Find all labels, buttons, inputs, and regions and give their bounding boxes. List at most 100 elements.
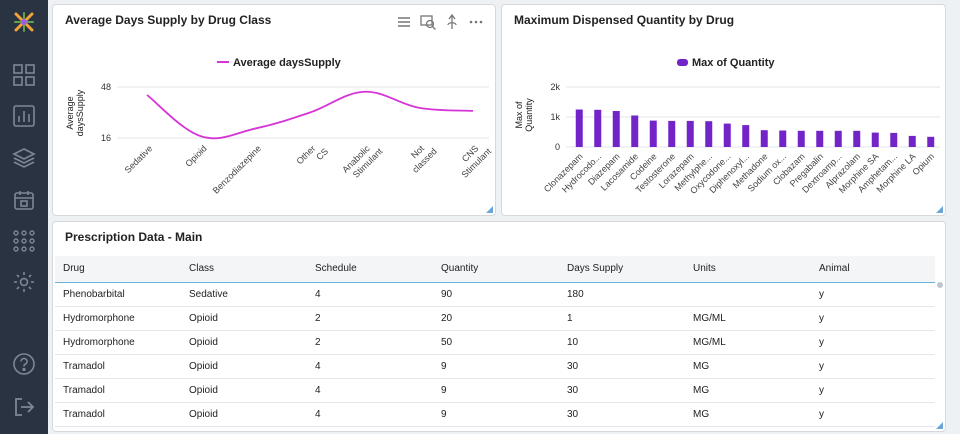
- table-row[interactable]: Phenobarbital Sedative 4 90 180 y: [55, 282, 935, 307]
- pan-icon[interactable]: [443, 13, 461, 31]
- bar: [871, 132, 879, 147]
- column-header-drug[interactable]: Drug: [63, 263, 85, 275]
- bar: [668, 120, 676, 147]
- table-cell: Sedative: [181, 282, 307, 307]
- table-cell: y: [811, 330, 935, 355]
- table-row[interactable]: Tramadol Opioid 4 9 30 MG y: [55, 354, 935, 379]
- bar: [575, 109, 583, 147]
- bar: [723, 123, 731, 147]
- x-tick-label: CNSStimulant: [452, 138, 494, 180]
- chart-toolbar: [395, 13, 485, 31]
- table-cell: Tramadol: [55, 378, 181, 403]
- table-row[interactable]: Tramadol Opioid 4 9 30 MG y: [55, 402, 935, 427]
- table-cell: 30: [559, 378, 685, 403]
- table-cell: Tramadol: [55, 402, 181, 427]
- column-header-class[interactable]: Class: [189, 263, 215, 275]
- table-cell: Phenobarbital: [55, 282, 181, 307]
- bar: [834, 130, 842, 147]
- line-chart: Average daysSupply 48 16 Average daysSupply S…: [65, 57, 494, 196]
- table-cell: y: [811, 306, 935, 331]
- column-header-animal[interactable]: Animal: [819, 263, 850, 275]
- table-cell: 180: [559, 282, 685, 307]
- table-cell: Hydromorphone: [55, 306, 181, 331]
- table-cell: Hydromorphone: [55, 330, 181, 355]
- bar: [594, 109, 602, 147]
- data-table: Drug Class Schedule Quantity Days Supply…: [55, 256, 935, 427]
- table-header-row: Drug Class Schedule Quantity Days Supply…: [55, 256, 935, 282]
- table-cell: 30: [559, 354, 685, 379]
- layers-icon[interactable]: [12, 146, 36, 170]
- table-cell: 10: [559, 330, 685, 355]
- x-tick-label: OtherCS: [294, 138, 330, 174]
- resize-handle-icon[interactable]: [936, 206, 943, 213]
- bar: [686, 120, 694, 147]
- table-cell: 50: [433, 330, 559, 355]
- panel-title: Prescription Data - Main: [65, 230, 203, 244]
- table-row[interactable]: Hydromorphone Opioid 2 20 1 MG/ML y: [55, 306, 935, 331]
- table-row[interactable]: Hydromorphone Opioid 2 50 10 MG/ML y: [55, 330, 935, 355]
- series-line: [146, 90, 474, 140]
- bar-chart-icon[interactable]: [12, 104, 36, 128]
- y-axis-label: Average: [65, 96, 75, 129]
- x-tick-label: Opioid: [183, 143, 208, 168]
- bar: [853, 130, 861, 147]
- table-cell: 30: [559, 402, 685, 427]
- y-axis-label: Max of: [514, 101, 524, 129]
- y-tick-label: 0: [555, 142, 560, 152]
- bar: [649, 120, 657, 147]
- table-cell: MG: [685, 402, 811, 427]
- help-icon[interactable]: [12, 352, 36, 376]
- bar: [797, 130, 805, 147]
- more-options-icon[interactable]: [467, 13, 485, 31]
- x-tick-label: Sedative: [123, 143, 155, 175]
- table-row[interactable]: Tramadol Opioid 4 9 30 MG y: [55, 378, 935, 403]
- calendar-icon[interactable]: [12, 188, 36, 212]
- dashboard-grid-icon[interactable]: [12, 63, 36, 87]
- column-header-units[interactable]: Units: [693, 263, 716, 275]
- resize-handle-icon[interactable]: [486, 206, 493, 213]
- panel-title: Average Days Supply by Drug Class: [65, 13, 272, 27]
- column-header-schedule[interactable]: Schedule: [315, 263, 357, 275]
- table-cell: 1: [559, 306, 685, 331]
- menu-icon[interactable]: [395, 13, 413, 31]
- column-header-days-supply[interactable]: Days Supply: [567, 263, 624, 275]
- table-cell: 2: [307, 330, 433, 355]
- column-header-quantity[interactable]: Quantity: [441, 263, 479, 275]
- bar: [890, 132, 898, 147]
- y-axis-label: daysSupply: [75, 89, 85, 136]
- y-tick-label: 1k: [550, 112, 560, 122]
- x-tick-label: Benzodiazepine: [211, 143, 263, 195]
- table-cell: y: [811, 402, 935, 427]
- y-tick-label: 48: [101, 82, 111, 92]
- panel-title: Maximum Dispensed Quantity by Drug: [514, 13, 735, 27]
- y-tick-label: 2k: [550, 82, 560, 92]
- zoom-in-icon[interactable]: [419, 13, 437, 31]
- bar: [927, 136, 935, 147]
- bar: [760, 130, 768, 147]
- table-cell: Opioid: [181, 306, 307, 331]
- scrollbar-thumb[interactable]: [937, 282, 943, 288]
- network-icon[interactable]: [12, 229, 36, 253]
- x-tick-label: AnabolicStimulant: [340, 138, 385, 183]
- table-cell: MG/ML: [685, 306, 811, 331]
- line-chart-panel: Average Days Supply by Drug Class Averag…: [52, 4, 496, 216]
- bar: [705, 121, 713, 147]
- table-cell: 20: [433, 306, 559, 331]
- table-cell: y: [811, 354, 935, 379]
- table-cell: 4: [307, 378, 433, 403]
- table-cell: 90: [433, 282, 559, 307]
- resize-handle-icon[interactable]: [936, 422, 943, 429]
- data-table-container[interactable]: Drug Class Schedule Quantity Days Supply…: [55, 256, 935, 427]
- y-tick-label: 16: [101, 133, 111, 143]
- bar: [631, 115, 639, 147]
- bar-chart-panel: Maximum Dispensed Quantity by Drug Max o…: [501, 4, 946, 216]
- table-cell: 9: [433, 354, 559, 379]
- table-cell: Opioid: [181, 330, 307, 355]
- settings-gear-icon[interactable]: [12, 270, 36, 294]
- table-cell: Tramadol: [55, 354, 181, 379]
- table-cell: MG: [685, 354, 811, 379]
- logo-icon[interactable]: [12, 10, 36, 34]
- bar: [908, 135, 916, 147]
- logout-icon[interactable]: [12, 395, 36, 419]
